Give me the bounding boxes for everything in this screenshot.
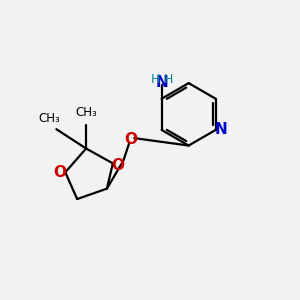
Text: H: H xyxy=(164,73,173,86)
Text: N: N xyxy=(155,76,168,91)
Text: O: O xyxy=(112,158,125,173)
Text: N: N xyxy=(214,122,227,137)
Text: O: O xyxy=(53,165,66,180)
Text: H: H xyxy=(150,73,160,86)
Text: CH₃: CH₃ xyxy=(75,106,97,119)
Text: O: O xyxy=(124,132,137,147)
Text: CH₃: CH₃ xyxy=(38,112,60,125)
